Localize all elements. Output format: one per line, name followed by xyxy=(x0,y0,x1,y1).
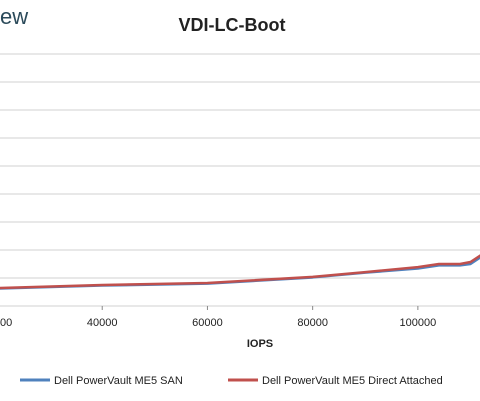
x-axis-label: IOPS xyxy=(247,338,273,350)
chart-title: VDI-LC-Boot xyxy=(179,15,286,35)
x-tick-label: 40000 xyxy=(87,317,118,329)
x-tick-label: 60000 xyxy=(192,317,223,329)
series-line xyxy=(0,254,480,290)
legend-label: Dell PowerVault ME5 SAN xyxy=(54,375,183,387)
x-tick-label: 100000 xyxy=(400,317,437,329)
series-line xyxy=(0,256,480,290)
logo: ew xyxy=(0,4,28,29)
legend-label: Dell PowerVault ME5 Direct Attached xyxy=(262,375,443,387)
x-tick-label: 20000 xyxy=(0,317,12,329)
x-tick-label: 80000 xyxy=(297,317,328,329)
